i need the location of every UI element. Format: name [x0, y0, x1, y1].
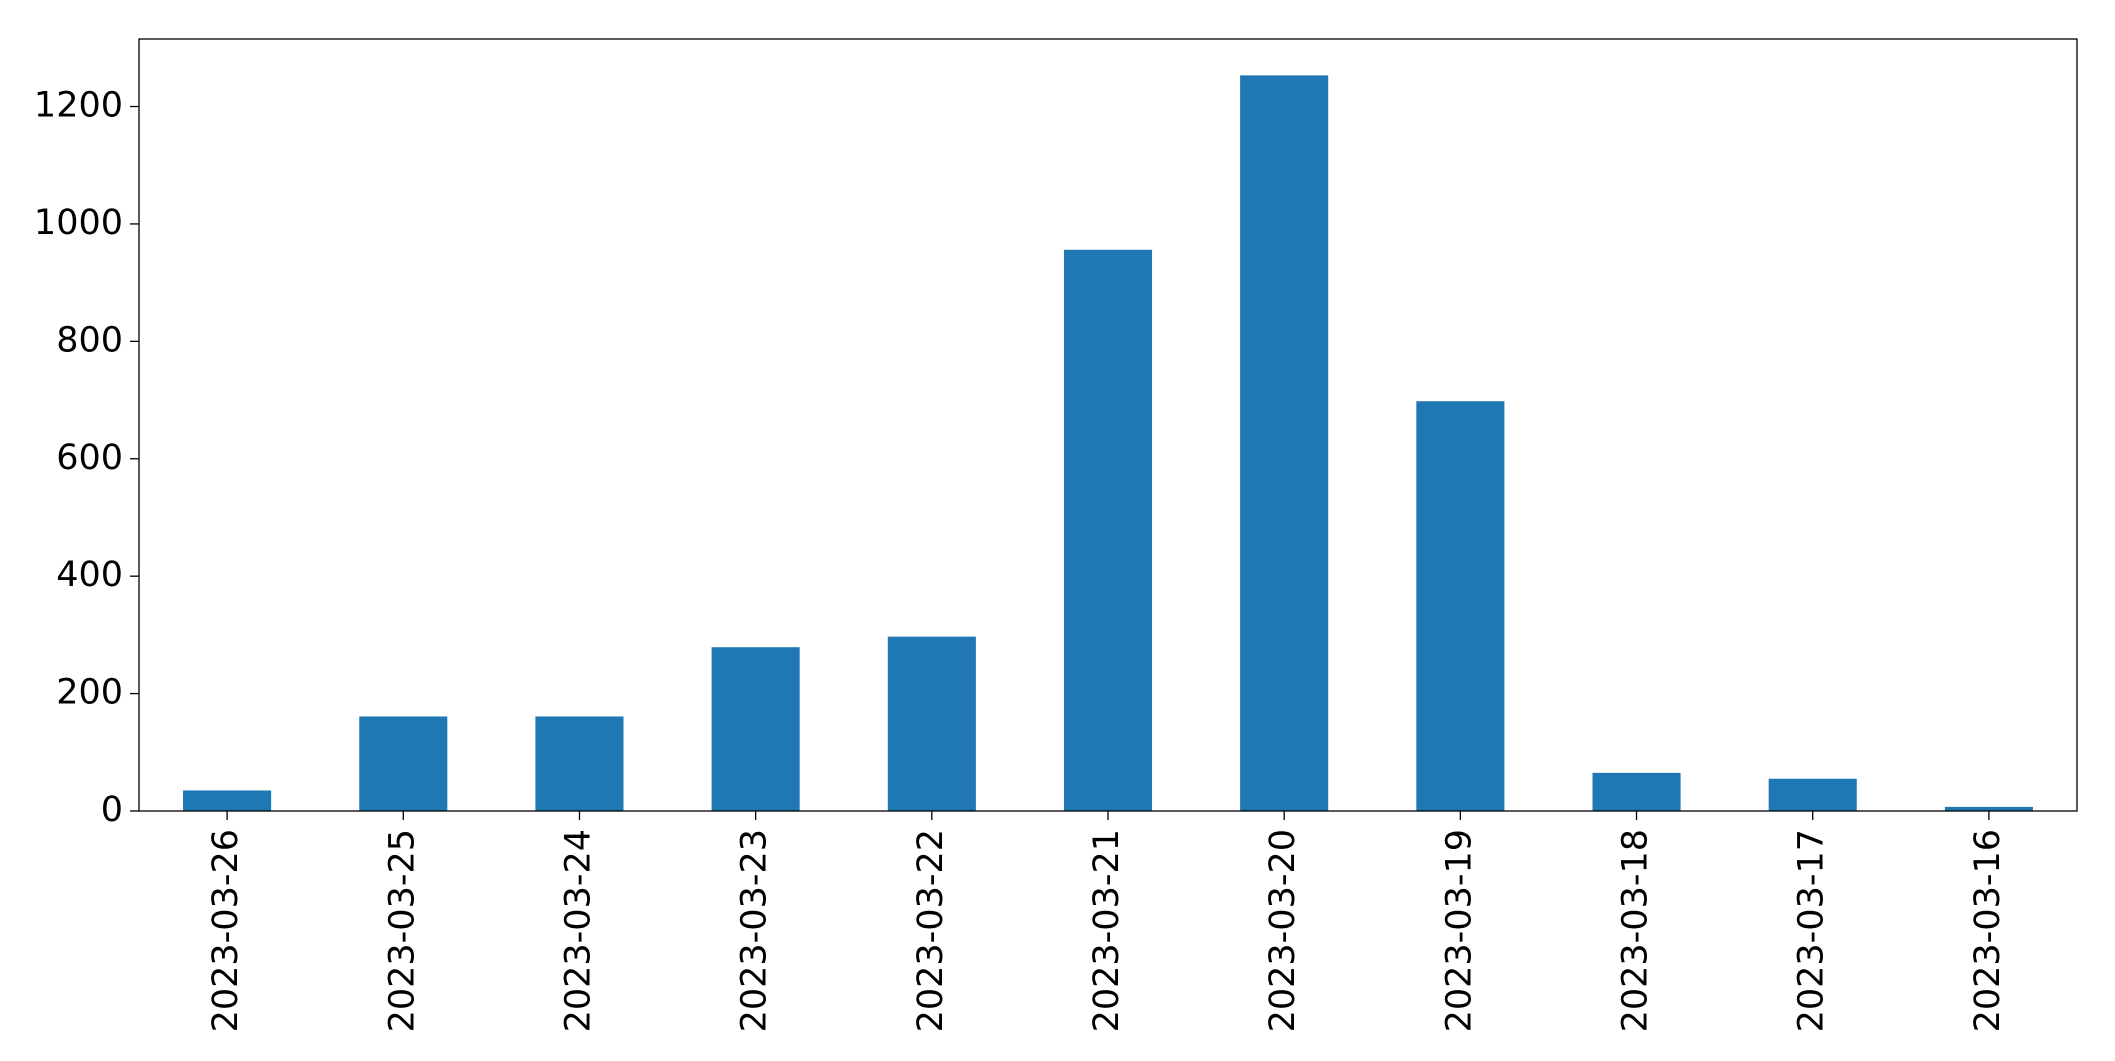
x-tick-label: 2023-03-17 — [1792, 829, 1832, 1032]
bar — [1416, 401, 1505, 811]
x-tick-label: 2023-03-24 — [558, 829, 598, 1032]
x-tick-label: 2023-03-20 — [1263, 829, 1303, 1032]
y-tick-label: 200 — [56, 673, 123, 713]
x-tick-label: 2023-03-22 — [911, 829, 951, 1032]
bar — [1944, 806, 2033, 811]
y-tick-label: 400 — [56, 555, 123, 595]
bar — [1592, 772, 1681, 811]
bar — [1240, 75, 1329, 811]
x-tick-label: 2023-03-23 — [735, 829, 775, 1032]
y-tick-label: 0 — [101, 790, 123, 830]
x-tick-label: 2023-03-25 — [382, 829, 422, 1032]
y-tick-label: 1000 — [34, 203, 123, 243]
bar — [183, 790, 272, 811]
bar — [1063, 249, 1153, 812]
x-tick-label: 2023-03-26 — [206, 829, 246, 1032]
bar — [711, 647, 800, 811]
y-tick-label: 1200 — [34, 86, 123, 126]
x-tick-label: 2023-03-21 — [1087, 829, 1127, 1032]
x-tick-label: 2023-03-16 — [1968, 829, 2008, 1032]
bar — [359, 716, 448, 811]
x-tick-label: 2023-03-18 — [1616, 829, 1656, 1032]
x-tick-label: 2023-03-19 — [1439, 829, 1479, 1032]
bar — [1768, 778, 1857, 811]
y-tick-label: 800 — [56, 320, 123, 360]
bar — [887, 636, 976, 811]
plot-frame — [138, 38, 2078, 812]
bar — [535, 716, 624, 811]
y-tick-label: 600 — [56, 438, 123, 478]
